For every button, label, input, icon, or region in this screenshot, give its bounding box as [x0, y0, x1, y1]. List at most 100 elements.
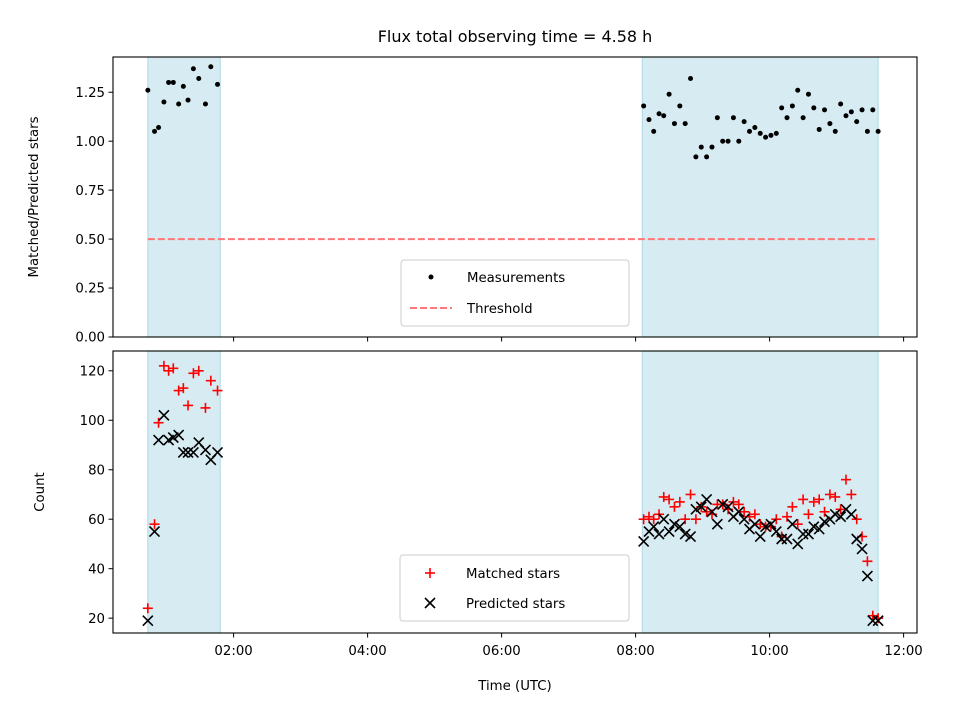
- ratio-observing-window-2: [641, 56, 879, 338]
- predicted-star-point: [177, 446, 189, 458]
- predicted-star-point: [690, 503, 702, 515]
- count-legend: Matched stars Predicted stars: [399, 554, 630, 622]
- measurement-point: [677, 103, 683, 109]
- matched-star-point: [701, 506, 712, 517]
- measurement-point: [682, 121, 688, 127]
- measurement-point: [656, 111, 662, 117]
- count-observing-window-1: [147, 350, 221, 634]
- matched-star-point: [830, 491, 841, 502]
- matched-star-point: [205, 375, 216, 386]
- measurement-point: [709, 144, 715, 150]
- ratio-panel: 0.00 0.25 0.50 0.75 1.00 1.25 Matched/Predict…: [27, 56, 918, 346]
- count-y-tick-label: 100: [80, 414, 105, 429]
- matched-star-point: [851, 514, 862, 525]
- measurement-point: [800, 115, 806, 121]
- predicted-star-point: [733, 506, 745, 518]
- measurement-point: [768, 132, 774, 138]
- matched-star-point: [685, 489, 696, 500]
- chart-title: Flux total observing time = 4.58 h: [378, 27, 653, 46]
- matched-star-point: [808, 496, 819, 507]
- matched-star-point: [771, 514, 782, 525]
- predicted-star-point: [770, 526, 782, 538]
- predicted-star-point: [835, 511, 847, 523]
- measurement-point: [720, 138, 726, 144]
- measurement-point: [641, 103, 647, 109]
- measurement-point: [816, 126, 822, 132]
- predicted-star-point: [722, 501, 734, 513]
- predicted-star-point: [167, 432, 179, 444]
- measurement-point: [185, 97, 191, 103]
- measurement-point: [714, 115, 720, 121]
- predicted-star-point: [754, 530, 766, 543]
- count-y-tick-label: 60: [88, 513, 105, 528]
- matched-stars-legend-marker: [425, 568, 435, 578]
- measurement-point: [832, 128, 838, 134]
- ratio-legend-box: [400, 259, 630, 327]
- matched-star-point: [782, 511, 793, 522]
- matched-star-point: [787, 501, 798, 512]
- matched-star-point: [158, 360, 169, 371]
- measurement-point: [170, 79, 176, 85]
- predicted-star-point: [813, 523, 825, 535]
- measurement-point: [789, 103, 795, 109]
- predicted-star-point: [148, 526, 161, 538]
- matched-star-point: [644, 511, 654, 522]
- predicted-star-point: [760, 521, 772, 533]
- predicted-star-point: [872, 615, 884, 627]
- predicted-star-point: [142, 615, 154, 627]
- measurement-point: [859, 107, 865, 113]
- matched-star-point: [163, 365, 174, 376]
- predicted-star-point: [187, 446, 199, 458]
- ratio-y-axis-label: Matched/Predicted stars: [27, 116, 42, 277]
- measurement-point: [763, 134, 769, 140]
- predicted-star-point: [679, 528, 691, 540]
- measurement-point: [698, 144, 704, 150]
- predicted-star-point: [152, 434, 165, 446]
- predicted-star-point: [738, 513, 750, 525]
- matched-star-point: [142, 603, 153, 614]
- measurement-point: [693, 154, 699, 160]
- matched-star-point: [690, 514, 701, 525]
- measurement-point: [156, 124, 162, 130]
- matched-star-point: [798, 494, 809, 505]
- measurement-point: [875, 128, 881, 134]
- predicted-star-point: [818, 516, 831, 528]
- predicted-star-point: [199, 444, 212, 456]
- matched-star-point: [814, 494, 825, 505]
- predicted-star-point: [674, 521, 686, 533]
- matched-star-point: [183, 400, 194, 411]
- count-panel-frame: [112, 350, 918, 634]
- ratio-y-tick-label: 1.25: [75, 86, 105, 101]
- measurement-point: [811, 105, 817, 111]
- matched-star-point: [680, 514, 691, 525]
- time-x-tick-label: 04:00: [348, 644, 386, 659]
- matched-star-point: [733, 499, 744, 510]
- measurement-point: [784, 115, 790, 121]
- ratio-y-tick-label: 0.00: [75, 331, 105, 346]
- predicted-star-point: [173, 429, 185, 441]
- predicted-star-point: [856, 543, 868, 555]
- predicted-star-point: [182, 446, 194, 458]
- measurement-point: [795, 87, 801, 93]
- measurement-point: [838, 101, 844, 107]
- matched-star-point: [846, 489, 857, 500]
- predicted-star-point: [867, 615, 879, 627]
- matched-star-point: [803, 509, 814, 520]
- matched-star-point: [193, 365, 204, 376]
- matched-star-point: [669, 501, 680, 512]
- predicted-star-point: [711, 518, 723, 530]
- matched-star-point: [153, 417, 164, 428]
- measurement-point: [725, 138, 731, 144]
- count-legend-box: [399, 554, 630, 622]
- measurement-point: [666, 91, 672, 97]
- measurement-point: [152, 128, 158, 134]
- ratio-panel-frame: [112, 56, 918, 338]
- measurement-point: [757, 130, 763, 136]
- matched-star-point: [867, 610, 878, 621]
- matched-star-point: [862, 556, 873, 567]
- matched-stars-legend-glyph: [425, 568, 435, 578]
- count-y-tick-label: 120: [80, 364, 105, 379]
- measurements-legend-label: Measurements: [467, 271, 565, 286]
- count-y-tick-label: 20: [88, 612, 105, 627]
